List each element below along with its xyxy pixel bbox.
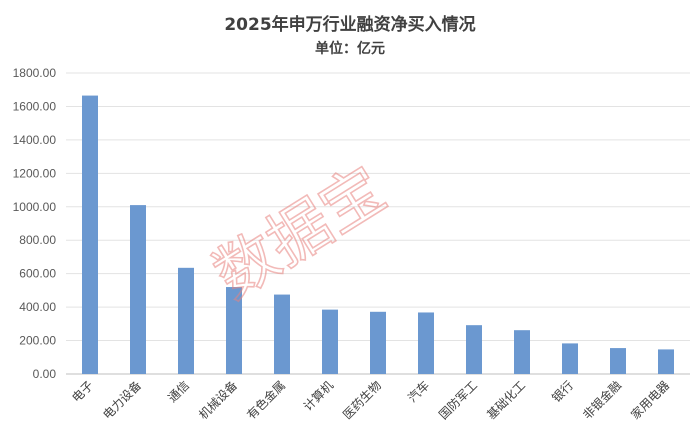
y-tick-label: 800.00: [19, 233, 56, 247]
x-tick-label: 汽车: [405, 378, 433, 406]
bar: [82, 95, 98, 374]
y-tick-label: 200.00: [19, 334, 56, 348]
bar: [130, 205, 146, 374]
y-tick-label: 400.00: [19, 300, 56, 314]
y-tick-label: 0.00: [33, 367, 57, 381]
x-tick-label: 通信: [165, 378, 192, 405]
y-tick-label: 1200.00: [13, 166, 57, 180]
x-tick-label: 非银金融: [580, 378, 625, 423]
bar: [322, 309, 338, 374]
bar: [418, 312, 434, 374]
bar: [562, 343, 578, 374]
bar: [274, 294, 290, 374]
y-tick-label: 600.00: [19, 267, 56, 281]
x-tick-label: 计算机: [300, 378, 336, 414]
x-tick-label: 电子: [69, 378, 96, 405]
x-tick-label: 银行: [549, 378, 576, 405]
chart-title: 2025年申万行业融资净买入情况: [224, 15, 476, 35]
bar: [226, 287, 242, 374]
x-tick-label: 基础化工: [484, 378, 528, 422]
x-tick-label: 机械设备: [196, 378, 241, 423]
x-tick-label: 医药生物: [340, 378, 384, 422]
x-tick-label: 家用电器: [628, 378, 673, 423]
bar: [658, 349, 674, 374]
bar: [514, 330, 530, 374]
y-tick-label: 1600.00: [13, 99, 57, 113]
x-tick-label: 有色金属: [244, 378, 289, 423]
watermark-logo: 数据宝: [201, 152, 397, 312]
bar: [178, 267, 194, 374]
bar: [370, 311, 386, 374]
x-tick-label: 国防军工: [436, 378, 481, 423]
chart-subtitle: 单位：亿元: [315, 41, 385, 57]
y-tick-label: 1400.00: [13, 133, 57, 147]
bar: [610, 348, 626, 374]
x-tick-label: 电力设备: [100, 378, 144, 422]
y-tick-label: 1800.00: [13, 66, 57, 80]
bar: [466, 325, 482, 374]
y-tick-label: 1000.00: [13, 200, 57, 214]
